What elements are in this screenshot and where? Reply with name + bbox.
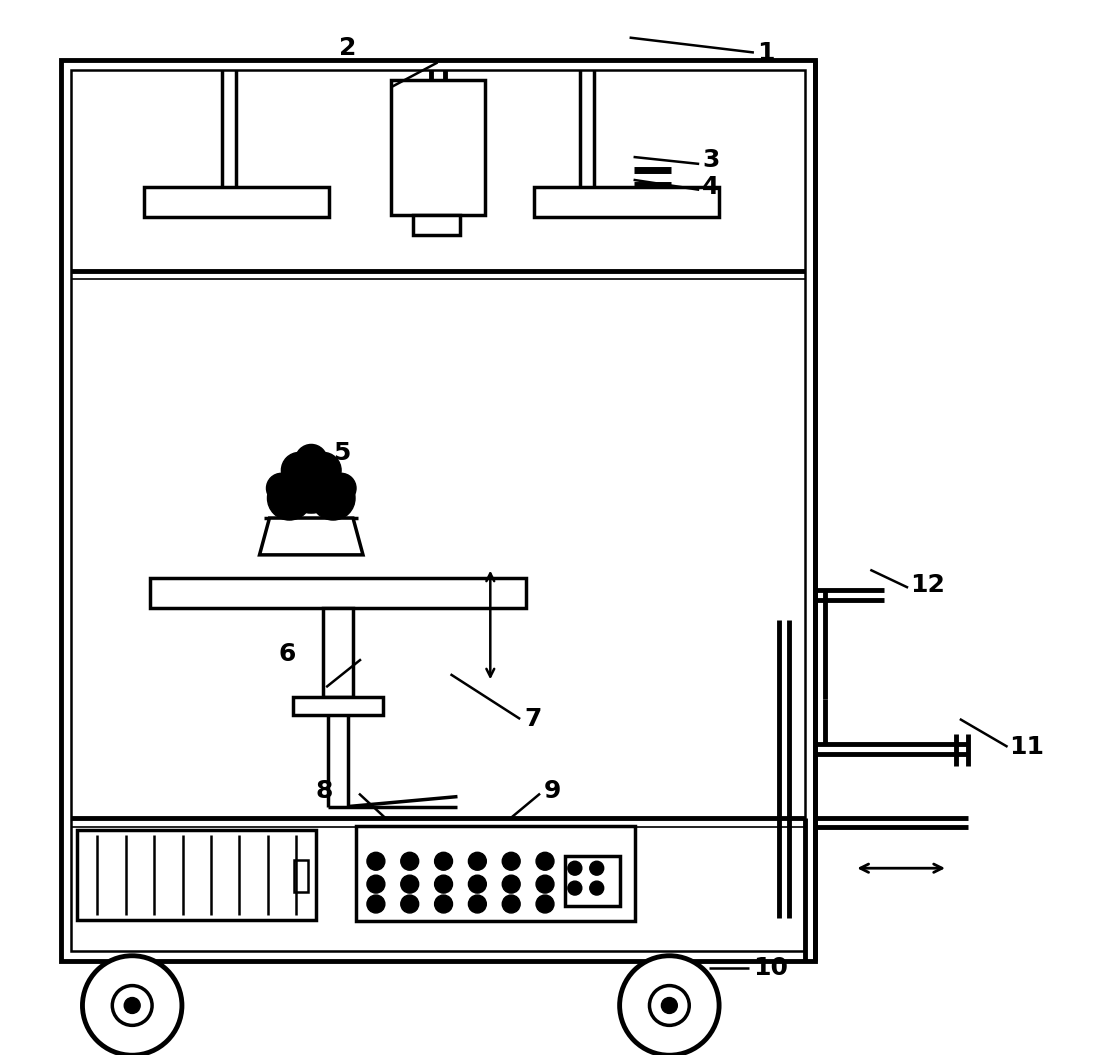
Text: 2: 2 (339, 36, 356, 59)
Polygon shape (260, 518, 363, 554)
Text: 7: 7 (524, 707, 541, 731)
Circle shape (401, 853, 419, 870)
Text: 1: 1 (757, 40, 775, 65)
Circle shape (367, 895, 385, 913)
Text: 8: 8 (316, 779, 333, 803)
Circle shape (282, 454, 341, 513)
Circle shape (282, 453, 317, 488)
Bar (145, 187, 329, 217)
Circle shape (502, 875, 521, 893)
Circle shape (568, 861, 582, 875)
Bar (294, 697, 383, 715)
Circle shape (468, 875, 487, 893)
Text: 4: 4 (703, 175, 720, 199)
Circle shape (435, 875, 453, 893)
Circle shape (590, 861, 604, 875)
Bar (356, 826, 635, 920)
Circle shape (401, 875, 419, 893)
Bar (323, 607, 353, 697)
Circle shape (590, 881, 604, 895)
Circle shape (536, 895, 553, 913)
Circle shape (295, 444, 328, 476)
Circle shape (650, 986, 689, 1025)
Text: 10: 10 (753, 955, 788, 980)
Circle shape (661, 998, 677, 1014)
Circle shape (82, 955, 182, 1055)
Circle shape (327, 473, 356, 504)
Bar (295, 860, 308, 892)
Bar (78, 831, 317, 920)
Circle shape (306, 453, 341, 488)
Text: 3: 3 (703, 148, 720, 172)
Bar (70, 71, 804, 951)
Circle shape (435, 895, 453, 913)
Text: 12: 12 (910, 572, 945, 597)
Circle shape (367, 875, 385, 893)
Text: 6: 6 (279, 642, 296, 667)
Bar (534, 187, 719, 217)
Circle shape (435, 853, 453, 870)
Circle shape (468, 853, 487, 870)
Bar (413, 215, 460, 235)
Circle shape (311, 476, 355, 521)
Circle shape (568, 881, 582, 895)
Circle shape (367, 853, 385, 870)
Circle shape (502, 895, 521, 913)
Text: 5: 5 (333, 441, 351, 466)
Circle shape (619, 955, 719, 1055)
Text: 11: 11 (1009, 735, 1044, 759)
Circle shape (502, 853, 521, 870)
Circle shape (401, 895, 419, 913)
Bar (564, 856, 619, 906)
Circle shape (124, 998, 140, 1014)
Circle shape (468, 895, 487, 913)
Circle shape (266, 473, 296, 504)
Bar (391, 80, 486, 215)
Circle shape (112, 986, 152, 1025)
Circle shape (536, 875, 553, 893)
Circle shape (267, 476, 311, 521)
Bar (150, 578, 526, 607)
Bar (60, 60, 814, 961)
Circle shape (536, 853, 553, 870)
Text: 9: 9 (544, 779, 561, 803)
